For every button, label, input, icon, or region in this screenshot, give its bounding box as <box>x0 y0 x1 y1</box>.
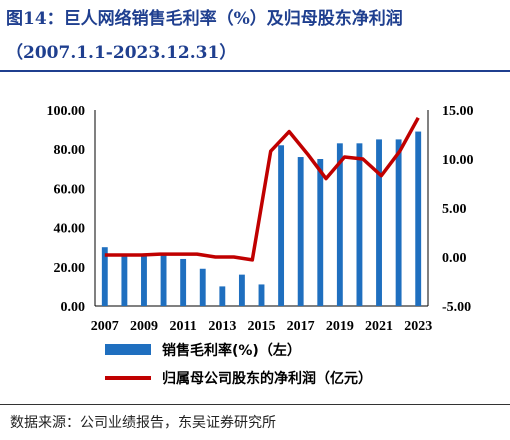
bar-2017 <box>297 157 304 306</box>
bar-2015 <box>258 284 265 306</box>
bar-2021 <box>376 139 382 306</box>
x-tick-label: 2021 <box>365 319 393 334</box>
y-left-tick-label: 80.00 <box>54 143 86 158</box>
bar-2012 <box>199 268 206 306</box>
y-right-tick-label: -5.00 <box>442 300 471 315</box>
x-tick-label: 2017 <box>287 319 315 334</box>
top-rule <box>0 70 510 72</box>
y-right-tick-label: 10.00 <box>442 153 474 168</box>
x-tick-label: 2023 <box>404 319 432 334</box>
bar-2007 <box>101 247 108 306</box>
y-right-tick-label: 0.00 <box>442 251 467 266</box>
y-left-tick-label: 20.00 <box>54 261 86 276</box>
source-note: 数据来源：公司业绩报告，东吴证券研究所 <box>10 415 276 431</box>
net-profit-line <box>104 116 420 262</box>
y-left-tick-label: 100.00 <box>47 104 86 119</box>
legend-bar-swatch <box>105 344 151 355</box>
legend-bar-label: 销售毛利率(%)（左） <box>162 342 301 359</box>
bar-2010 <box>160 255 167 306</box>
combo-chart: 0.00 20.00 40.00 60.00 80.00 100.00 -5.00 0.00 5… <box>47 104 474 387</box>
bar-2011 <box>180 258 187 306</box>
chart-subtitle: （2007.1.1-2023.12.31） <box>6 43 237 63</box>
x-tick-label: 2011 <box>170 319 197 334</box>
bar-2009 <box>141 255 147 306</box>
x-tick-label: 2009 <box>130 319 158 334</box>
bar-2018 <box>317 159 324 306</box>
bar-2019 <box>336 143 343 306</box>
y-left-tick-label: 60.00 <box>54 182 86 197</box>
legend: 销售毛利率(%)（左） 归属母公司股东的净利润（亿元） <box>105 342 372 387</box>
y-right-tick-label: 15.00 <box>442 104 474 119</box>
legend-line-label: 归属母公司股东的净利润（亿元） <box>162 370 372 387</box>
tick-labels: 0.00 20.00 40.00 60.00 80.00 100.00 -5.00 0.00 5… <box>47 104 474 334</box>
x-tick-label: 2007 <box>91 319 119 334</box>
x-tick-label: 2013 <box>208 319 236 334</box>
bar-2014 <box>238 274 245 306</box>
bottom-rule <box>0 404 510 405</box>
bar-2023 <box>415 131 422 306</box>
bar-2013 <box>219 286 226 306</box>
bar-2016 <box>278 145 285 306</box>
x-tick-label: 2019 <box>326 319 354 334</box>
y-right-tick-label: 5.00 <box>442 202 467 217</box>
line-series <box>104 116 420 262</box>
bar-2020 <box>356 143 363 306</box>
y-left-tick-label: 0.00 <box>61 300 86 315</box>
chart-title: 图14：巨人网络销售毛利率（%）及归母股东净利润 <box>6 9 403 29</box>
bar-2022 <box>395 139 402 306</box>
bar-2008 <box>121 256 128 306</box>
y-left-tick-label: 40.00 <box>54 222 86 237</box>
bar-series <box>101 131 422 306</box>
x-tick-label: 2015 <box>248 319 276 334</box>
